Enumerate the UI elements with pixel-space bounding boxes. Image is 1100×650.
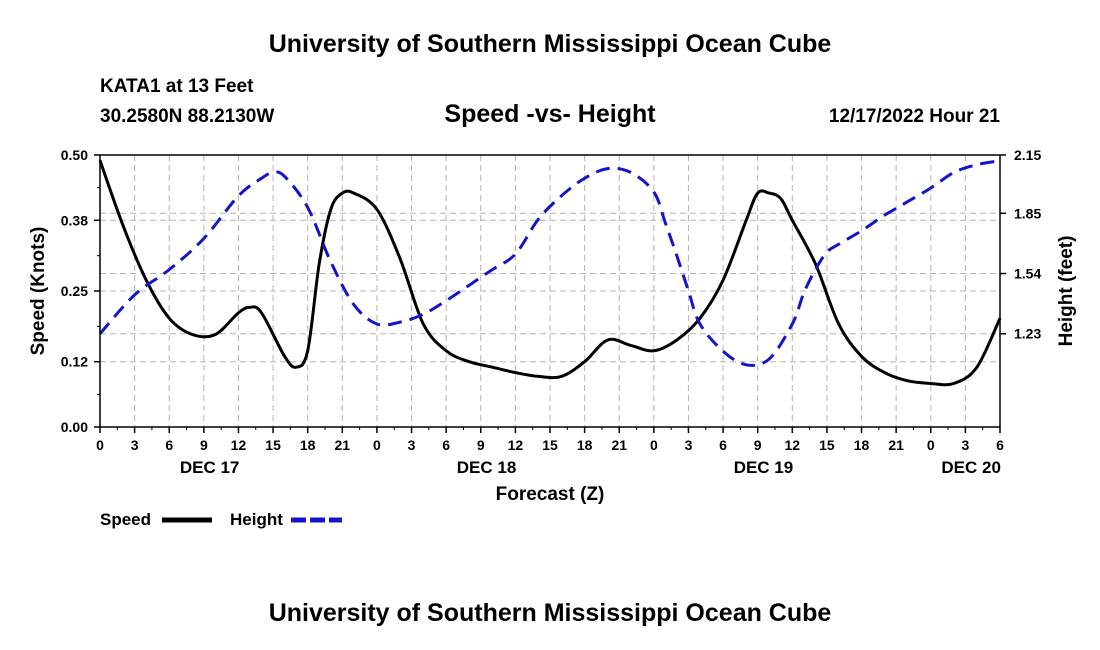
left-tick-label: 0.00 [61, 419, 88, 435]
station-coordinates: 30.2580N 88.2130W [100, 106, 275, 127]
x-tick-label: 21 [888, 437, 904, 453]
x-tick-label: 18 [577, 437, 593, 453]
left-tick-label: 0.25 [61, 283, 88, 299]
x-tick-label: 0 [373, 437, 381, 453]
x-tick-label: 12 [231, 437, 247, 453]
left-axis-title: Speed (Knots) [28, 227, 49, 356]
x-tick-label: 9 [200, 437, 208, 453]
x-tick-label: 15 [265, 437, 281, 453]
height-series-line [98, 159, 1001, 367]
x-tick-label: 6 [442, 437, 450, 453]
x-tick-label: 6 [165, 437, 173, 453]
grid-lines [100, 154, 1000, 427]
x-tick-label: 3 [685, 437, 693, 453]
right-tick-label: 1.23 [1014, 326, 1041, 342]
left-tick-label: 0.12 [61, 354, 88, 370]
x-tick-label: 9 [754, 437, 762, 453]
x-tick-label: 0 [650, 437, 658, 453]
x-tick-label: 12 [785, 437, 801, 453]
x-tick-label: 9 [477, 437, 485, 453]
x-tick-label: 0 [96, 437, 104, 453]
forecast-datetime: 12/17/2022 Hour 21 [828, 106, 1000, 127]
footer-title: University of Southern Mississippi Ocean… [268, 599, 832, 627]
series-group [98, 159, 1002, 387]
axes: 0 3 6 9 12 15 18 21 0 3 6 9 12 15 18 21 0 3 6 9 12 15 18 21 0 3 6D… [61, 147, 1042, 477]
day-label: DEC 18 [457, 458, 517, 477]
day-label: DEC 17 [180, 458, 240, 477]
x-tick-label: 3 [131, 437, 139, 453]
station-label: KATA1 at 13 Feet [100, 76, 254, 97]
chart-title: Speed -vs- Height [444, 100, 656, 128]
main-title: University of Southern Mississippi Ocean… [268, 30, 832, 58]
x-tick-label: 6 [719, 437, 727, 453]
x-tick-label: 0 [927, 437, 935, 453]
legend-height-label: Height [230, 510, 283, 529]
x-axis-title: Forecast (Z) [496, 484, 605, 505]
x-tick-label: 6 [996, 437, 1004, 453]
day-label: DEC 20 [941, 458, 1001, 477]
speed-series-line [98, 159, 1002, 387]
x-tick-label: 18 [300, 437, 316, 453]
axis-labels: Forecast (Z) Speed (Knots) Height (feet) [28, 227, 1077, 505]
right-axis-title: Height (feet) [1056, 236, 1077, 347]
legend: Speed Height [100, 510, 342, 529]
left-tick-label: 0.38 [61, 212, 88, 228]
x-tick-label: 18 [854, 437, 870, 453]
x-tick-label: 15 [542, 437, 558, 453]
right-tick-label: 1.85 [1014, 205, 1041, 221]
x-tick-label: 15 [819, 437, 835, 453]
legend-speed-label: Speed [100, 510, 151, 529]
left-tick-label: 0.50 [61, 147, 88, 163]
x-tick-label: 3 [961, 437, 969, 453]
right-tick-label: 2.15 [1014, 147, 1041, 163]
x-tick-label: 12 [508, 437, 524, 453]
x-tick-label: 3 [408, 437, 416, 453]
day-label: DEC 19 [734, 458, 794, 477]
right-tick-label: 1.54 [1014, 266, 1041, 282]
x-tick-label: 21 [335, 437, 351, 453]
x-tick-label: 21 [611, 437, 627, 453]
